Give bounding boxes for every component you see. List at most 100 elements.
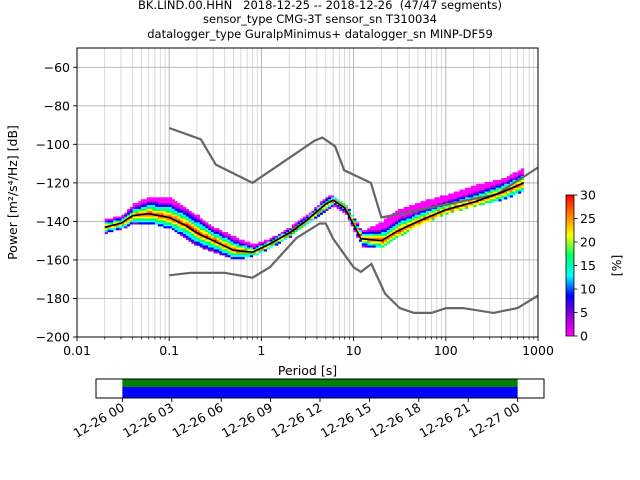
psd-cell xyxy=(155,220,159,223)
psd-cell xyxy=(230,235,234,238)
psd-cell xyxy=(342,203,346,206)
psd-cell xyxy=(356,222,360,225)
psd-cell xyxy=(504,191,508,194)
psd-cell xyxy=(442,201,446,204)
psd-cell xyxy=(303,218,307,221)
psd-cell xyxy=(152,197,156,200)
psd-cell xyxy=(406,206,410,210)
psd-cell xyxy=(191,233,195,237)
psd-cell xyxy=(174,212,178,215)
psd-cell xyxy=(124,212,128,215)
psd-cell xyxy=(314,208,318,212)
psd-cell xyxy=(174,208,178,212)
psd-cell xyxy=(146,206,150,210)
psd-cell xyxy=(188,222,192,225)
psd-cell xyxy=(138,216,142,219)
psd-cell xyxy=(403,224,407,227)
psd-cell xyxy=(361,245,365,248)
psd-cell xyxy=(135,218,139,221)
psd-cell xyxy=(361,233,365,237)
psd-cell xyxy=(166,212,170,215)
psd-cell xyxy=(504,183,508,186)
psd-cell xyxy=(182,214,187,217)
psd-cell xyxy=(104,218,108,221)
psd-cell xyxy=(473,187,477,190)
psd-cell xyxy=(465,189,469,192)
psd-cell xyxy=(188,230,192,233)
psd-cell xyxy=(428,203,432,206)
psd-cell xyxy=(465,205,469,208)
psd-cell xyxy=(372,245,376,248)
psd-cell xyxy=(467,187,471,190)
psd-cell xyxy=(266,241,270,244)
psd-cell xyxy=(227,253,231,256)
psd-cell xyxy=(465,197,469,200)
psd-cell xyxy=(113,222,117,225)
psd-cell xyxy=(462,193,466,196)
psd-cell xyxy=(168,222,173,225)
time-tick-label: 12-26 06 xyxy=(170,400,226,441)
psd-cell xyxy=(272,237,276,240)
psd-cell xyxy=(470,185,474,188)
psd-cell xyxy=(213,228,217,231)
x-tick-label: 1000 xyxy=(522,343,554,358)
psd-cell xyxy=(437,214,441,217)
psd-cell xyxy=(322,210,326,213)
psd-cell xyxy=(227,245,231,248)
psd-cell xyxy=(227,237,231,240)
psd-cell xyxy=(358,231,363,235)
psd-cell xyxy=(196,216,201,219)
psd-cell xyxy=(129,216,133,219)
psd-cell xyxy=(247,249,251,252)
psd-cell xyxy=(392,216,396,219)
psd-cell xyxy=(384,218,388,221)
psd-cell xyxy=(370,243,374,246)
psd-cell xyxy=(434,206,438,210)
psd-cell xyxy=(389,231,393,235)
psd-cell xyxy=(132,208,136,212)
psd-cell xyxy=(445,205,449,208)
psd-cell xyxy=(230,255,234,258)
psd-cell xyxy=(434,210,438,213)
psd-cell xyxy=(392,226,396,229)
psd-cell xyxy=(132,216,136,219)
psd-cell xyxy=(481,193,485,196)
psd-cell xyxy=(425,218,430,221)
psd-cell xyxy=(199,231,203,235)
psd-cell xyxy=(518,181,522,185)
psd-cell xyxy=(487,187,491,190)
psd-cell xyxy=(289,228,293,231)
psd-cell xyxy=(199,237,203,240)
psd-cell xyxy=(252,253,256,256)
psd-cell xyxy=(196,239,201,242)
psd-cell xyxy=(286,233,290,237)
psd-cell xyxy=(157,197,161,200)
psd-cell xyxy=(439,195,444,198)
psd-cell xyxy=(336,199,340,202)
psd-cell xyxy=(305,216,309,219)
psd-cell xyxy=(504,181,508,185)
psd-cell xyxy=(403,220,407,223)
psd-cell xyxy=(356,224,360,227)
psd-cell xyxy=(208,224,212,227)
psd-cell xyxy=(403,231,407,235)
psd-cell xyxy=(185,220,189,223)
psd-cell xyxy=(417,210,421,213)
psd-cell xyxy=(428,216,432,219)
psd-cell xyxy=(434,199,438,202)
psd-cell xyxy=(400,208,404,212)
psd-cell xyxy=(487,193,491,196)
psd-cell xyxy=(129,220,133,223)
psd-cell xyxy=(241,255,245,258)
title-line-3: datalogger_type GuralpMinimus+ datalogge… xyxy=(147,27,493,41)
psd-cell xyxy=(152,214,156,217)
psd-cell xyxy=(177,216,181,219)
psd-cell xyxy=(244,245,248,248)
psd-cell xyxy=(504,197,508,200)
psd-cell xyxy=(484,189,488,192)
psd-cell xyxy=(205,226,209,229)
psd-cell xyxy=(372,233,376,237)
psd-cell xyxy=(509,185,513,188)
psd-cell xyxy=(476,203,480,206)
psd-cell xyxy=(322,199,326,202)
